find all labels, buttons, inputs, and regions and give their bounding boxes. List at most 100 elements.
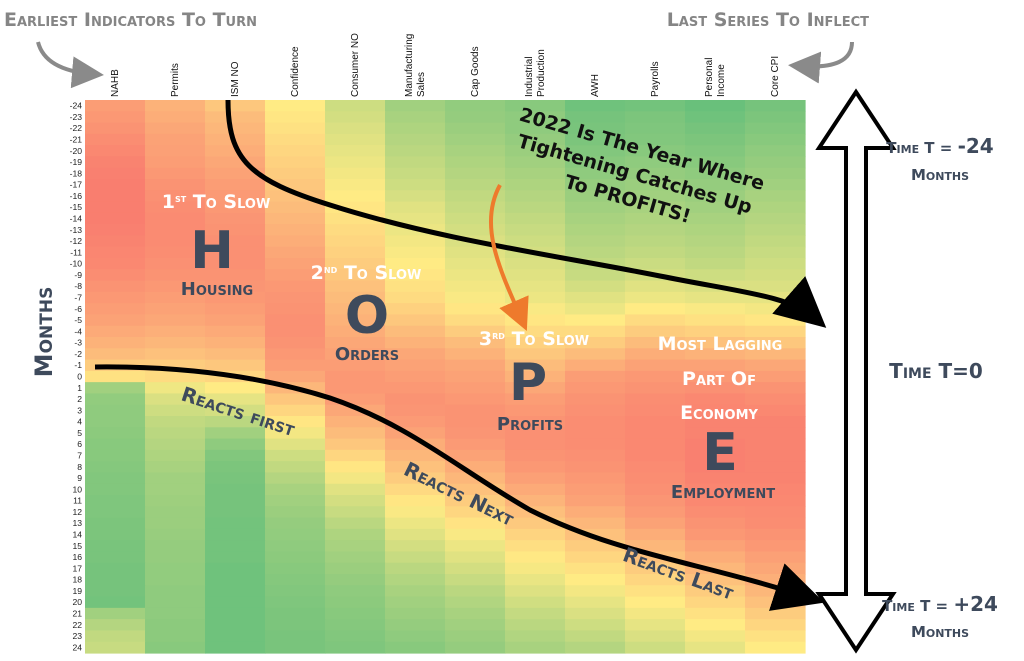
heatmap-cell	[205, 359, 266, 372]
heatmap-cell	[85, 201, 146, 214]
heatmap-cell	[85, 370, 146, 383]
heatmap-cell	[85, 291, 146, 304]
heatmap-cell	[445, 325, 506, 338]
heatmap-cell	[685, 449, 746, 462]
month-tick-label: 23	[72, 631, 82, 641]
heatmap-cell	[145, 111, 206, 124]
column-labels: NAHB Permits ISM NO Confidence Consumer NO Ma…	[110, 33, 781, 97]
heatmap-cell	[745, 179, 806, 191]
column-label-line: NAHB	[110, 69, 121, 97]
heatmap-cell	[565, 404, 626, 417]
heatmap-cell	[385, 382, 446, 395]
heatmap-cell	[565, 156, 626, 169]
heatmap-cell	[565, 619, 626, 632]
heatmap-cell	[385, 574, 446, 586]
heatmap-cell	[205, 619, 266, 632]
heatmap-cell	[85, 416, 146, 428]
heatmap-cell	[85, 314, 146, 327]
month-tick-label: 2	[77, 394, 82, 404]
heatmap-cell	[325, 540, 386, 553]
heatmap-cell	[85, 630, 146, 643]
heatmap-cell	[685, 325, 746, 338]
month-tick-label: 10	[72, 484, 82, 494]
heatmap-cell	[145, 404, 206, 417]
heatmap-cell	[325, 404, 386, 417]
heatmap-cell	[745, 314, 806, 327]
heatmap-cell	[205, 111, 266, 124]
heatmap-cell	[205, 585, 266, 598]
heatmap-cell	[505, 427, 566, 440]
heatmap-cell	[565, 551, 626, 564]
heatmap-cell	[745, 280, 806, 293]
heatmap-cell	[625, 393, 686, 406]
heatmap-cell	[505, 630, 566, 643]
heatmap-cell	[445, 291, 506, 304]
heatmap-cell	[385, 506, 446, 519]
heatmap-cell	[85, 224, 146, 237]
heatmap-cell	[625, 111, 686, 124]
heatmap-cell	[85, 122, 146, 135]
heatmap-cell	[685, 201, 746, 214]
heatmap-cell	[85, 585, 146, 598]
heatmap-cell	[145, 517, 206, 530]
heatmap-cell	[445, 404, 506, 417]
heatmap-cell	[145, 641, 206, 654]
heatmap-cell	[325, 167, 386, 180]
heatmap-cell	[505, 393, 566, 406]
heatmap-cell	[205, 179, 266, 191]
month-tick-label: 18	[72, 575, 82, 585]
heatmap-cell	[625, 585, 686, 598]
heatmap-cell	[205, 325, 266, 338]
heatmap-cell	[325, 483, 386, 496]
heatmap-cell	[145, 382, 206, 395]
heatmap-cell	[385, 495, 446, 507]
heatmap-cell	[745, 201, 806, 214]
heatmap-cell	[325, 359, 386, 372]
column-label: Personal Income	[704, 58, 727, 97]
heatmap-cell	[325, 291, 386, 304]
heatmap-cell	[505, 585, 566, 598]
heatmap-cell	[625, 190, 686, 203]
heatmap-cell	[325, 325, 386, 338]
month-tick-label: -14	[70, 214, 83, 224]
heatmap-cell	[505, 416, 566, 428]
column-label-line: Manufacturing	[404, 34, 415, 97]
month-tick-label: 4	[77, 417, 82, 427]
heatmap-cell	[385, 517, 446, 530]
phase-h-title: 1st To Slow	[162, 191, 271, 213]
heatmap-cell	[505, 337, 566, 349]
heatmap-cell	[625, 145, 686, 158]
column-label: Confidence	[290, 46, 301, 97]
phase-p-label: Profits	[497, 414, 563, 435]
month-tick-label: 5	[77, 428, 82, 438]
time-top-label: Time T = -24	[886, 134, 993, 158]
heatmap-cell	[205, 574, 266, 586]
heatmap-cell	[565, 325, 626, 338]
month-tick-label: 13	[72, 518, 82, 528]
heatmap-cell	[325, 461, 386, 474]
heatmap-cell	[745, 100, 806, 112]
heatmap-cell	[145, 156, 206, 169]
heatmap-cell	[685, 596, 746, 609]
heatmap-cell	[685, 133, 746, 146]
heatmap-cell	[565, 370, 626, 383]
heatmap-cell	[745, 596, 806, 609]
heatmap-cell	[265, 337, 326, 349]
month-tick-label: -18	[70, 168, 83, 178]
heatmap-cell	[205, 551, 266, 564]
heatmap-cell	[445, 201, 506, 214]
heatmap-cell	[85, 393, 146, 406]
heatmap-cell	[325, 438, 386, 451]
heatmap-cell	[205, 438, 266, 451]
phase-e-line-3: Economy	[680, 402, 758, 424]
heatmap-cell	[445, 190, 506, 203]
heatmap-cell	[385, 393, 446, 406]
heatmap-cell	[565, 167, 626, 180]
heatmap-cell	[505, 619, 566, 632]
heatmap-cell	[625, 449, 686, 462]
heatmap-cell	[505, 461, 566, 474]
heatmap-cell	[145, 348, 206, 361]
heatmap-cell	[685, 472, 746, 485]
heatmap-cell	[325, 495, 386, 507]
heatmap-cell	[85, 190, 146, 203]
